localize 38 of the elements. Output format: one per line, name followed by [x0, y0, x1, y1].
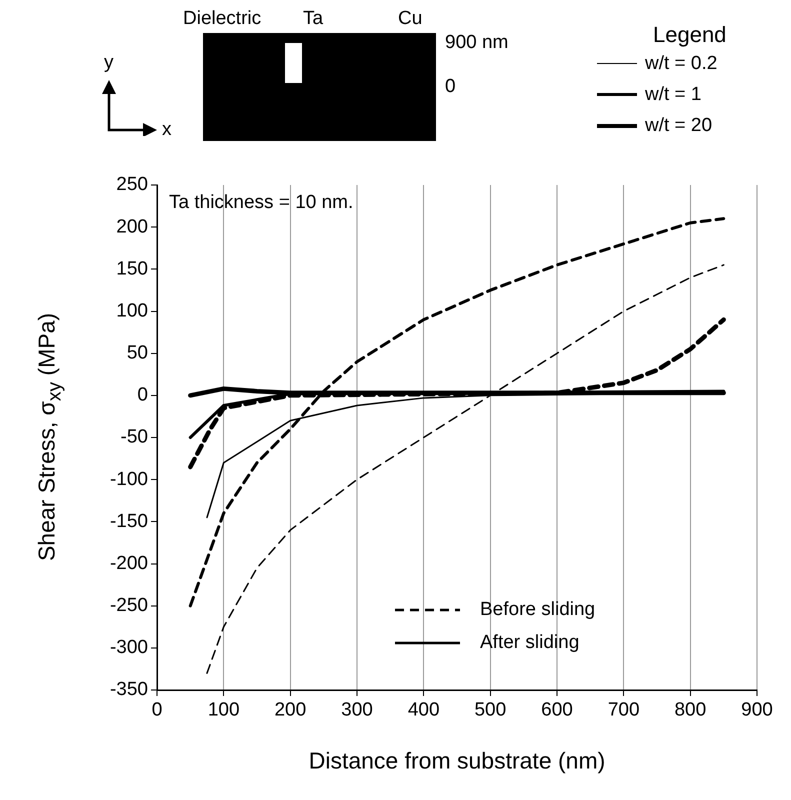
x-tick-label: 0	[152, 700, 162, 721]
y-tick-label: 0	[137, 384, 148, 406]
x-tick-label: 600	[541, 700, 573, 721]
y-tick-label: -150	[110, 510, 148, 532]
x-tick-label: 500	[474, 700, 506, 721]
y-tick-label: -250	[110, 595, 148, 616]
legend-label: w/t = 0.2	[645, 52, 718, 74]
legend-title: Legend	[653, 22, 728, 48]
y-tick-label: -100	[110, 468, 148, 490]
text: Cu	[398, 8, 422, 30]
y-tick-label: -350	[110, 679, 148, 700]
x-tick-label: 300	[341, 700, 373, 721]
x-axis-title: Distance from substrate (nm)	[308, 748, 606, 774]
text: x	[162, 119, 172, 141]
x-tick-label: 700	[608, 700, 640, 721]
y-tick-label: 150	[116, 258, 148, 280]
text: Ta	[303, 8, 324, 30]
text: y	[104, 52, 114, 74]
legend-label: w/t = 1	[645, 84, 702, 106]
x-tick-label: 400	[408, 700, 440, 721]
y-tick-label: 50	[126, 342, 148, 364]
y-tick-label: -50	[120, 426, 148, 448]
annotation: Ta thickness = 10 nm.	[169, 192, 354, 214]
x-tick-label: 900	[741, 700, 773, 721]
legend-label: w/t = 20	[645, 114, 712, 136]
annotation: After sliding	[480, 632, 580, 654]
x-tick-label: 100	[208, 700, 240, 721]
text: Dielectric	[183, 8, 262, 30]
y-tick-label: 100	[116, 300, 148, 322]
y-tick-label: 200	[116, 216, 148, 238]
y-tick-label: -300	[110, 637, 148, 658]
text: 0	[445, 76, 456, 98]
x-tick-label: 800	[674, 700, 706, 721]
annotation: Before sliding	[480, 599, 596, 620]
y-tick-label: 250	[116, 174, 148, 196]
y-tick-label: -200	[110, 552, 148, 574]
text: 900 nm	[445, 32, 508, 54]
x-tick-label: 200	[274, 700, 306, 721]
